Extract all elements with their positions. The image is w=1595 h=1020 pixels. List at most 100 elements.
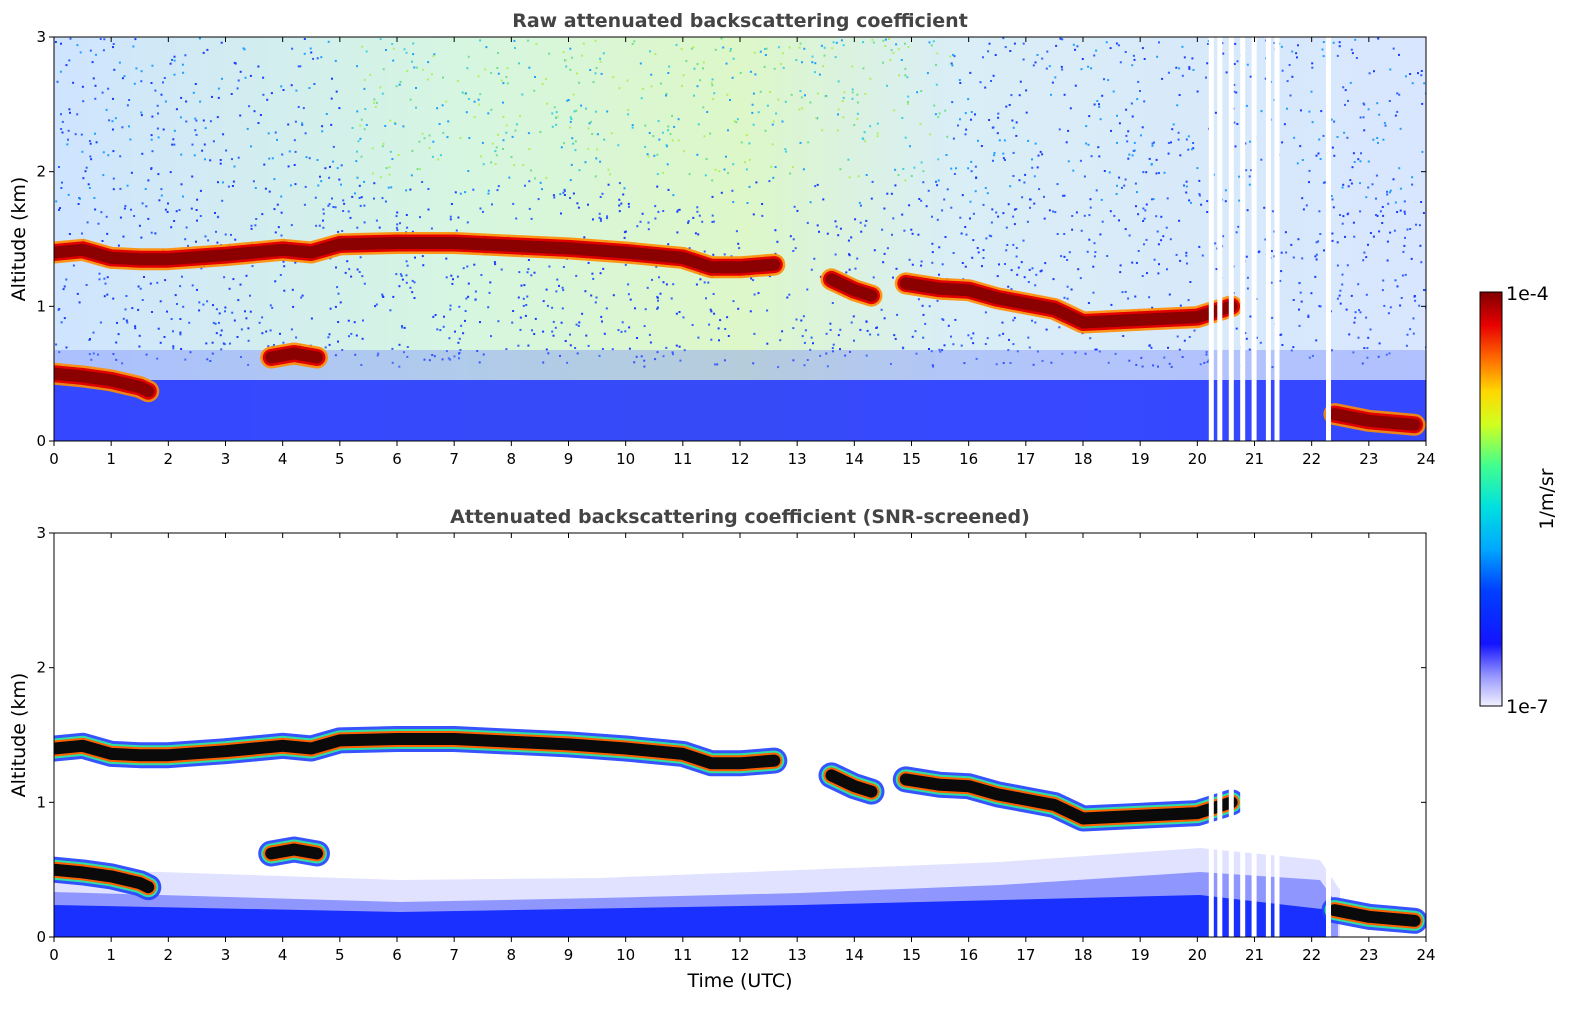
- noise-speckle: [1002, 362, 1005, 364]
- noise-speckle: [1092, 291, 1095, 294]
- noise-speckle: [866, 329, 869, 332]
- noise-speckle: [170, 226, 173, 229]
- noise-speckle: [1404, 273, 1407, 276]
- noise-speckle: [710, 81, 713, 84]
- noise-speckle: [1330, 195, 1333, 197]
- noise-speckle: [156, 104, 159, 107]
- noise-speckle: [356, 110, 359, 113]
- noise-speckle: [1353, 161, 1356, 163]
- noise-speckle: [1401, 274, 1404, 277]
- noise-speckle: [418, 140, 421, 143]
- noise-speckle: [1178, 219, 1181, 222]
- noise-speckle: [795, 59, 798, 62]
- noise-speckle: [1367, 108, 1370, 111]
- noise-speckle: [908, 204, 911, 207]
- noise-speckle: [491, 142, 494, 145]
- noise-speckle: [1323, 181, 1326, 184]
- noise-speckle: [1028, 346, 1031, 349]
- noise-speckle: [1338, 294, 1341, 297]
- noise-speckle: [231, 185, 234, 187]
- noise-speckle: [551, 306, 554, 309]
- noise-speckle: [1015, 134, 1018, 137]
- noise-speckle: [1363, 129, 1366, 132]
- noise-speckle: [935, 64, 937, 66]
- noise-speckle: [512, 202, 515, 205]
- noise-speckle: [970, 160, 973, 163]
- noise-speckle: [675, 312, 678, 315]
- noise-speckle: [1018, 94, 1021, 97]
- noise-speckle: [179, 318, 182, 320]
- noise-speckle: [1322, 134, 1325, 137]
- noise-speckle: [1354, 311, 1357, 314]
- noise-speckle: [55, 343, 58, 346]
- noise-speckle: [997, 112, 1000, 115]
- noise-speckle: [124, 205, 127, 207]
- noise-speckle: [1359, 182, 1361, 185]
- noise-speckle: [247, 327, 250, 330]
- noise-speckle: [1280, 270, 1283, 273]
- noise-speckle: [736, 118, 739, 121]
- noise-speckle: [875, 327, 878, 329]
- noise-speckle: [594, 72, 597, 75]
- noise-speckle: [1235, 231, 1238, 234]
- data-gap: [1251, 37, 1257, 441]
- y-tick-label: 1: [36, 793, 46, 811]
- noise-speckle: [1187, 148, 1190, 151]
- noise-speckle: [515, 217, 518, 220]
- noise-speckle: [675, 344, 678, 347]
- panel-2-title: Attenuated backscattering coefficient (S…: [450, 506, 1030, 528]
- noise-speckle: [644, 145, 647, 148]
- noise-speckle: [1012, 151, 1015, 154]
- noise-speckle: [1341, 186, 1344, 189]
- noise-speckle: [1191, 148, 1193, 151]
- noise-speckle: [138, 345, 141, 348]
- noise-speckle: [1179, 154, 1182, 157]
- noise-speckle: [259, 114, 262, 116]
- x-tick-label: 23: [1359, 450, 1378, 468]
- noise-speckle: [569, 126, 571, 129]
- noise-speckle: [851, 65, 854, 68]
- noise-speckle: [813, 257, 816, 260]
- noise-speckle: [1349, 179, 1352, 182]
- noise-speckle: [1301, 159, 1304, 161]
- noise-speckle: [850, 236, 853, 239]
- noise-speckle: [337, 340, 339, 343]
- noise-speckle: [251, 265, 254, 268]
- noise-speckle: [1157, 365, 1159, 368]
- noise-speckle: [1315, 258, 1318, 261]
- noise-speckle: [1418, 224, 1421, 227]
- noise-speckle: [348, 335, 350, 338]
- noise-speckle: [280, 85, 283, 88]
- noise-speckle: [865, 219, 868, 222]
- noise-speckle: [993, 152, 996, 154]
- noise-speckle: [324, 167, 327, 170]
- noise-speckle: [195, 209, 198, 211]
- noise-speckle: [466, 67, 469, 70]
- noise-speckle: [594, 301, 597, 304]
- noise-speckle: [785, 150, 788, 153]
- noise-speckle: [1176, 335, 1179, 338]
- noise-speckle: [465, 92, 467, 95]
- noise-speckle: [662, 281, 665, 284]
- noise-speckle: [1135, 205, 1137, 208]
- noise-speckle: [442, 131, 445, 134]
- noise-speckle: [1012, 126, 1015, 129]
- noise-speckle: [841, 100, 844, 102]
- noise-speckle: [427, 208, 430, 211]
- noise-speckle: [1022, 239, 1025, 242]
- noise-speckle: [1181, 45, 1184, 48]
- noise-speckle: [244, 310, 246, 313]
- noise-speckle: [1336, 241, 1339, 244]
- noise-speckle: [231, 158, 233, 161]
- noise-speckle: [932, 365, 935, 368]
- noise-speckle: [216, 241, 219, 244]
- noise-speckle: [722, 46, 725, 49]
- noise-speckle: [1127, 130, 1130, 133]
- noise-speckle: [1107, 361, 1110, 364]
- noise-speckle: [302, 107, 305, 110]
- noise-speckle: [87, 183, 90, 186]
- noise-speckle: [1087, 143, 1090, 146]
- noise-speckle: [533, 333, 536, 335]
- noise-speckle: [892, 52, 895, 54]
- noise-speckle: [1002, 152, 1005, 155]
